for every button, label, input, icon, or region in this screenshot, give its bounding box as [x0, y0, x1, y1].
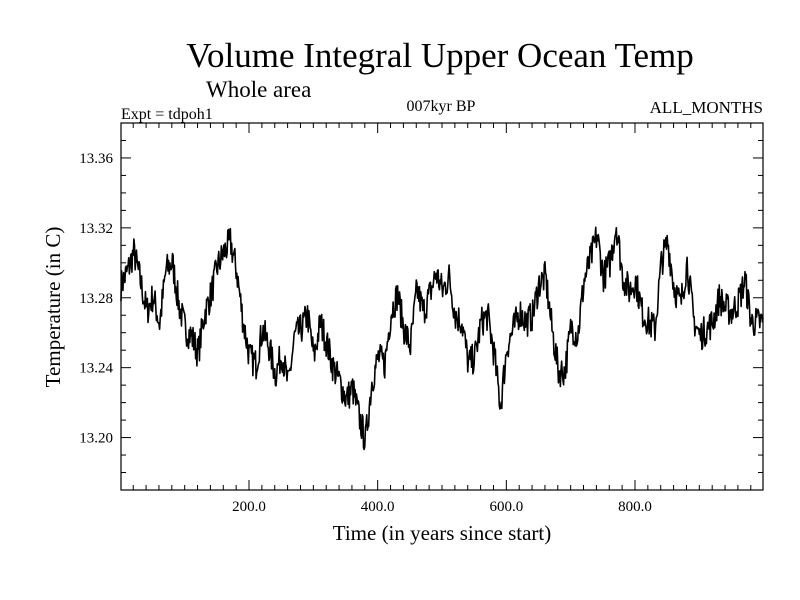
period-label: 007kyr BP	[407, 98, 476, 115]
y-tick-label: 13.28	[79, 291, 113, 307]
x-tick-label: 800.0	[618, 499, 652, 515]
y-tick-label: 13.36	[79, 151, 113, 167]
y-axis-label: Temperature (in C)	[41, 227, 65, 388]
experiment-label: Expt = tdpoh1	[121, 106, 213, 123]
x-tick-label: 200.0	[232, 499, 266, 515]
plot-frame	[120, 122, 764, 491]
x-axis-ticks	[132, 123, 752, 490]
x-axis-tick-labels: 200.0 400.0 600.0 800.0	[232, 499, 652, 515]
chart-title: Volume Integral Upper Ocean Temp	[186, 36, 693, 75]
y-axis-tick-labels: 13.20 13.24 13.28 13.32 13.36	[79, 151, 113, 447]
x-axis-label: Time (in years since start)	[333, 521, 552, 545]
chart-subtitle: Whole area	[206, 77, 311, 102]
x-tick-label: 400.0	[361, 499, 395, 515]
y-tick-label: 13.20	[79, 431, 113, 447]
temperature-series-line	[120, 226, 764, 451]
months-label: ALL_MONTHS	[650, 98, 763, 117]
y-tick-label: 13.24	[79, 361, 113, 377]
y-axis-ticks	[121, 139, 763, 474]
x-tick-label: 600.0	[489, 499, 523, 515]
y-tick-label: 13.32	[79, 221, 113, 237]
